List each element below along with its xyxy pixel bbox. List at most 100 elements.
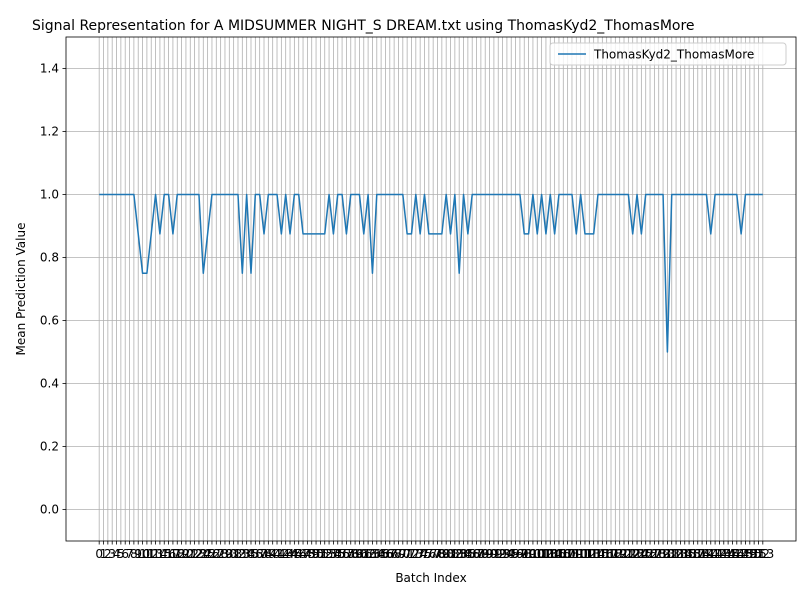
x-tick-label: 34 [239,547,254,561]
x-tick-label: 26 [204,547,219,561]
x-tick-label: 146 [721,547,744,561]
x-tick-label: 71 [400,547,415,561]
x-tick-label: 65 [373,547,388,561]
y-tick-label: 1.0 [40,188,59,202]
x-tick-label: 119 [604,547,627,561]
x-tick-label: 61 [356,547,371,561]
y-tick-label: 1.4 [40,62,59,76]
x-tick-label: 82 [447,547,462,561]
x-tick-label: 136 [678,547,701,561]
x-tick-label: 73 [408,547,423,561]
x-tick-label: 123 [621,547,644,561]
x-tick-label: 18 [170,547,185,561]
x-tick-label: 35 [243,547,258,561]
x-tick-label: 43 [278,547,293,561]
x-tick-label: 13 [148,547,163,561]
x-tick-label: 38 [256,547,271,561]
x-tick-label: 4 [113,547,121,561]
x-tick-label: 9 [134,547,142,561]
x-tick-label: 24 [196,547,211,561]
x-tick-label: 42 [274,547,289,561]
x-tick-label: 150 [738,547,761,561]
x-tick-label: 153 [751,547,774,561]
x-tick-label: 64 [369,547,384,561]
x-tick-label: 76 [421,547,436,561]
x-tick-label: 22 [187,547,202,561]
x-tick-label: 67 [382,547,397,561]
x-tick-label: 20 [178,547,193,561]
x-tick-label: 47 [295,547,310,561]
x-tick-label: 131 [656,547,679,561]
x-tick-label: 97 [512,547,527,561]
x-tick-label: 36 [248,547,263,561]
legend-box [549,42,787,66]
y-axis-label: Mean Prediction Value [14,223,28,356]
x-tick-label: 81 [443,547,458,561]
x-tick-label: 23 [191,547,206,561]
y-tick-label: 0.6 [40,314,59,328]
x-tick-label: 100 [521,547,544,561]
legend-label: ThomasKyd2_ThomasMore [593,48,754,62]
x-tick-label: 45 [287,547,302,561]
x-tick-label: 145 [717,547,740,561]
x-tick-label: 137 [682,547,705,561]
x-tick-label: 133 [665,547,688,561]
x-tick-label: 2 [104,547,112,561]
x-tick-label: 50 [308,547,323,561]
x-tick-label: 96 [508,547,523,561]
x-tick-label: 25 [200,547,215,561]
x-tick-label: 77 [426,547,441,561]
x-tick-label: 117 [595,547,618,561]
x-tick-label: 148 [730,547,753,561]
x-tick-label: 46 [291,547,306,561]
y-tick-label: 0.8 [40,251,59,265]
axes-frame [65,36,797,542]
x-tick-label: 53 [321,547,336,561]
x-tick-label: 15 [157,547,172,561]
x-tick-label: 105 [543,547,566,561]
x-tick-label: 59 [347,547,362,561]
x-tick-label: 11 [139,547,154,561]
x-tick-label: 113 [578,547,601,561]
x-tick-label: 85 [460,547,475,561]
x-tick-label: 83 [452,547,467,561]
x-tick-label: 140 [695,547,718,561]
x-tick-label: 116 [591,547,614,561]
x-tick-label: 21 [183,547,198,561]
x-tick-label: 115 [587,547,610,561]
x-tick-label: 48 [300,547,315,561]
x-tick-label: 149 [734,547,757,561]
data-line [99,193,763,353]
x-tick-label: 17 [165,547,180,561]
x-tick-label: 72 [404,547,419,561]
x-tick-label: 129 [647,547,670,561]
x-tick-label: 90 [482,547,497,561]
x-tick-label: 52 [317,547,332,561]
x-tick-label: 94 [499,547,514,561]
x-tick-label: 141 [699,547,722,561]
x-tick-label: 110 [565,547,588,561]
x-tick-label: 57 [339,547,354,561]
x-tick-label: 111 [569,547,592,561]
x-tick-label: 0 [95,547,103,561]
x-tick-label: 54 [326,547,341,561]
x-tick-label: 44 [282,547,297,561]
x-tick-label: 142 [704,547,727,561]
x-tick-label: 84 [456,547,471,561]
x-tick-label: 14 [152,547,167,561]
x-tick-label: 28 [213,547,228,561]
x-tick-label: 37 [252,547,267,561]
x-tick-label: 122 [617,547,640,561]
x-tick-label: 103 [534,547,557,561]
x-tick-label: 91 [486,547,501,561]
x-tick-label: 69 [391,547,406,561]
x-tick-label: 68 [386,547,401,561]
x-tick-label: 63 [365,547,380,561]
x-tick-label: 19 [174,547,189,561]
x-tick-label: 58 [343,547,358,561]
x-tick-label: 80 [439,547,454,561]
x-tick-label: 5 [117,547,125,561]
x-tick-label: 60 [352,547,367,561]
x-tick-label: 78 [430,547,445,561]
